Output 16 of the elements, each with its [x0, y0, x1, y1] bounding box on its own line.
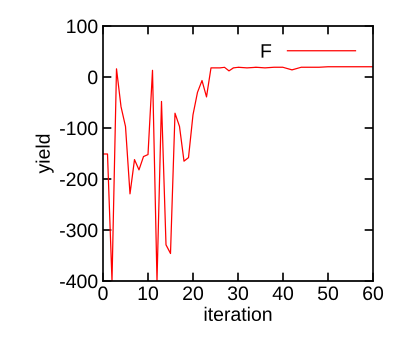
y-axis-title: yield	[36, 134, 54, 174]
x-axis-title: iteration	[204, 306, 272, 322]
y-tick-label: -400	[60, 274, 98, 288]
x-tick-label: 60	[363, 286, 384, 300]
y-tick-label: -300	[60, 223, 98, 238]
y-tick-label: 0	[88, 70, 98, 84]
x-tick-label: 40	[272, 286, 294, 300]
legend-label: F	[262, 44, 272, 58]
x-tick-label: 0	[98, 286, 108, 300]
x-tick-label: 30	[228, 286, 248, 300]
x-tick-label: 10	[138, 286, 158, 300]
x-tick-label: 50	[318, 286, 338, 300]
x-tick-label: 20	[183, 286, 204, 300]
y-tick-label: 100	[67, 19, 98, 34]
y-tick-label: -200	[60, 172, 98, 186]
y-tick-label: -100	[60, 121, 98, 136]
